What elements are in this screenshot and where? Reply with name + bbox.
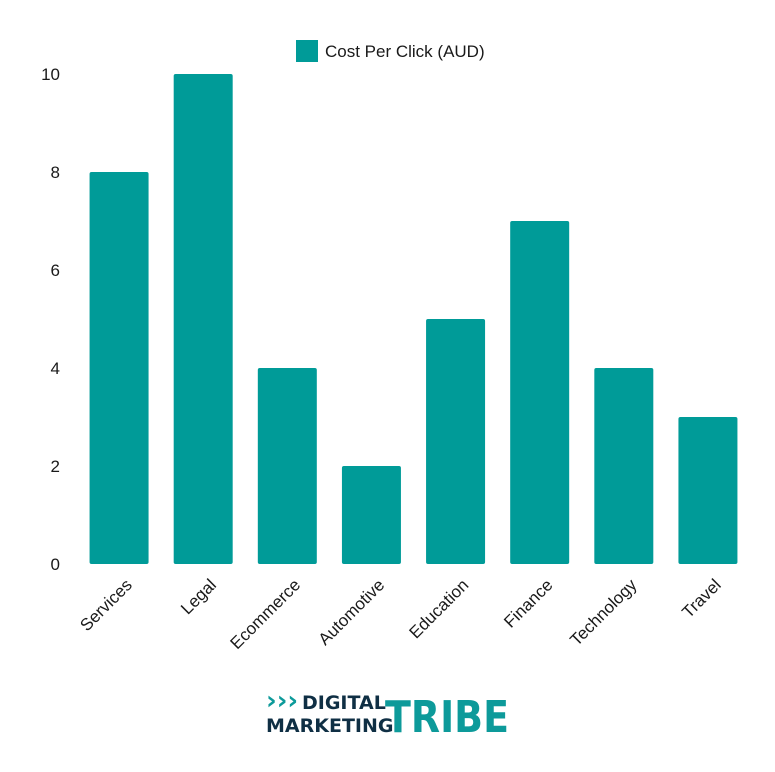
y-tick-label: 4 [51, 359, 60, 378]
logo-line-digital: DIGITAL [302, 692, 386, 714]
x-tick-label: Services [76, 575, 136, 635]
y-tick-label: 10 [41, 65, 60, 84]
bar-travel [678, 417, 738, 564]
bar-legal [173, 74, 233, 564]
y-axis: 0 2 4 6 8 10 [41, 65, 60, 574]
legend-label: Cost Per Click (AUD) [325, 42, 485, 61]
x-tick-label: Ecommerce [227, 575, 305, 653]
bar-automotive [341, 466, 401, 564]
legend-swatch [296, 40, 318, 62]
logo-line-marketing: MARKETING [266, 715, 393, 737]
bar-technology [594, 368, 654, 564]
digital-marketing-tribe-logo: ››› DIGITAL MARKETING TRIBE [266, 686, 509, 743]
logo-word-tribe: TRIBE [385, 692, 509, 743]
bar-finance [510, 221, 570, 564]
x-tick-label: Technology [566, 575, 641, 650]
y-tick-label: 6 [51, 261, 60, 280]
logo-chevrons-icon: ››› [266, 686, 298, 716]
legend: Cost Per Click (AUD) [296, 40, 485, 62]
y-tick-label: 0 [51, 555, 60, 574]
y-tick-label: 2 [51, 457, 60, 476]
bar-education [426, 319, 486, 564]
x-tick-label: Travel [678, 575, 724, 621]
bar-ecommerce [257, 368, 317, 564]
x-tick-label: Finance [500, 575, 556, 631]
y-tick-label: 8 [51, 163, 60, 182]
bars [89, 74, 738, 564]
x-tick-label: Education [405, 575, 472, 642]
x-tick-label: Legal [177, 575, 220, 618]
x-axis: Services Legal Ecommerce Automotive Educatio… [76, 575, 724, 653]
bar-services [89, 172, 149, 564]
x-tick-label: Automotive [315, 575, 389, 649]
